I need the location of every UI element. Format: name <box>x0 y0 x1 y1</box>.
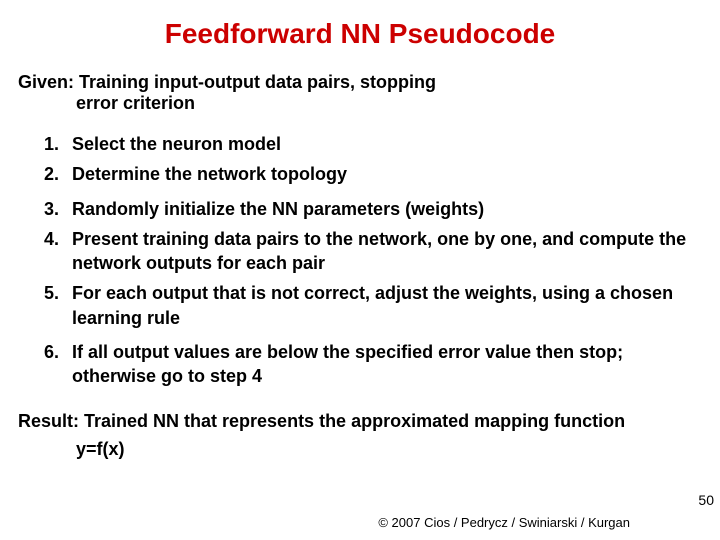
result-line1: Result: Trained NN that represents the a… <box>18 407 702 436</box>
given-line1: Given: Training input-output data pairs,… <box>18 72 702 93</box>
copyright-text: © 2007 Cios / Pedrycz / Swiniarski / Kur… <box>378 515 630 530</box>
step-item: 3.Randomly initialize the NN parameters … <box>44 197 702 221</box>
page-number: 50 <box>698 492 714 508</box>
step-text: Select the neuron model <box>72 132 281 156</box>
given-line2: error criterion <box>18 93 702 114</box>
step-number: 3. <box>44 197 72 221</box>
step-item: 5.For each output that is not correct, a… <box>44 281 702 330</box>
step-number: 4. <box>44 227 72 276</box>
step-text: If all output values are below the speci… <box>72 340 702 389</box>
slide: Feedforward NN Pseudocode Given: Trainin… <box>0 0 720 540</box>
result-block: Result: Trained NN that represents the a… <box>18 407 702 465</box>
step-text: Present training data pairs to the netwo… <box>72 227 702 276</box>
step-text: Randomly initialize the NN parameters (w… <box>72 197 484 221</box>
step-number: 5. <box>44 281 72 330</box>
step-text: Determine the network topology <box>72 162 347 186</box>
given-block: Given: Training input-output data pairs,… <box>18 72 702 114</box>
step-number: 6. <box>44 340 72 389</box>
step-item: 1.Select the neuron model <box>44 132 702 156</box>
steps-list: 1.Select the neuron model2.Determine the… <box>18 132 702 389</box>
result-line2: y=f(x) <box>18 435 702 464</box>
step-text: For each output that is not correct, adj… <box>72 281 702 330</box>
step-item: 2.Determine the network topology <box>44 162 702 186</box>
step-item: 6.If all output values are below the spe… <box>44 340 702 389</box>
step-number: 1. <box>44 132 72 156</box>
step-item: 4.Present training data pairs to the net… <box>44 227 702 276</box>
slide-title: Feedforward NN Pseudocode <box>18 18 702 50</box>
step-number: 2. <box>44 162 72 186</box>
